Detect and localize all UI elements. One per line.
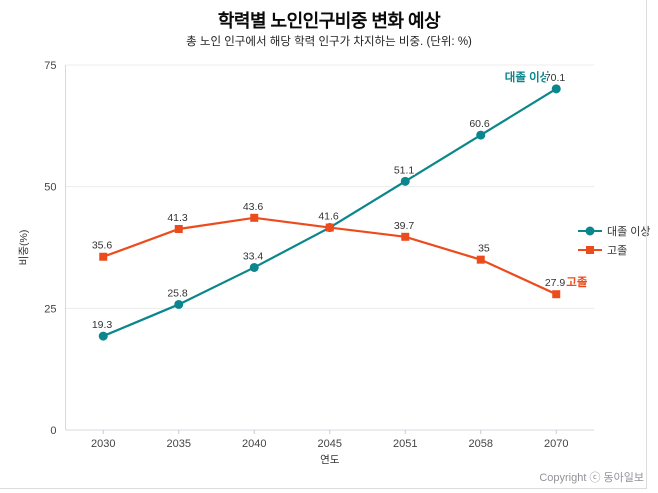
x-tick-label: 2035 bbox=[167, 438, 191, 450]
chart-title: 학력별 노인인구비중 변화 예상 bbox=[217, 11, 441, 31]
y-axis-title: 비중(%) bbox=[18, 230, 30, 266]
data-point-label: 51.1 bbox=[394, 164, 415, 176]
x-tick-label: 2070 bbox=[544, 438, 568, 450]
data-point bbox=[325, 223, 334, 232]
data-point bbox=[401, 232, 410, 241]
data-point bbox=[250, 213, 259, 222]
data-point bbox=[476, 130, 486, 140]
legend-item: 대졸 이상 bbox=[577, 223, 651, 239]
x-tick-label: 2030 bbox=[91, 438, 115, 450]
x-tick-label: 2058 bbox=[469, 438, 493, 450]
x-tick-label: 2045 bbox=[318, 438, 342, 450]
x-tick-label: 2051 bbox=[393, 438, 417, 450]
data-point bbox=[174, 225, 183, 234]
card-bottom-border bbox=[0, 488, 647, 489]
y-tick-label: 0 bbox=[50, 425, 56, 437]
x-tick-label: 2040 bbox=[242, 438, 266, 450]
data-point bbox=[98, 331, 108, 341]
data-point-label: 41.3 bbox=[167, 212, 188, 224]
copyright-text: Copyright ⓒ 동아일보 bbox=[539, 472, 644, 484]
legend-label: 대졸 이상 bbox=[607, 226, 651, 238]
data-point-label: 19.3 bbox=[92, 319, 113, 331]
data-point-label: 39.7 bbox=[394, 220, 415, 232]
data-point bbox=[476, 255, 485, 264]
data-point bbox=[249, 262, 259, 272]
data-point-label: 41.6 bbox=[318, 211, 339, 223]
data-point bbox=[552, 290, 561, 299]
data-point bbox=[551, 84, 561, 94]
data-point bbox=[400, 176, 410, 186]
x-axis-title: 연도 bbox=[320, 454, 340, 466]
series-end-label: 대졸 이상 bbox=[505, 70, 551, 84]
legend-item: 고졸 bbox=[577, 242, 651, 258]
y-tick-label: 25 bbox=[44, 303, 56, 315]
legend-marker-square-icon bbox=[578, 246, 602, 254]
data-point-label: 70.1 bbox=[545, 72, 566, 84]
data-point bbox=[99, 252, 108, 261]
card-right-border bbox=[646, 0, 647, 489]
y-tick-label: 50 bbox=[44, 182, 56, 194]
data-point-label: 25.8 bbox=[167, 287, 188, 299]
data-point-label: 35 bbox=[478, 243, 490, 255]
y-tick-label: 75 bbox=[44, 60, 56, 72]
data-point-label: 60.6 bbox=[469, 118, 490, 130]
data-point-label: 33.4 bbox=[243, 250, 264, 262]
chart-subtitle: 총 노인 인구에서 해당 학력 인구가 차지하는 비중. (단위: %) bbox=[186, 36, 472, 48]
data-point-label: 27.9 bbox=[545, 277, 566, 289]
data-point-label: 43.6 bbox=[243, 201, 264, 213]
legend-marker-circle-icon bbox=[578, 226, 602, 236]
data-point bbox=[174, 299, 184, 309]
legend-label: 고졸 bbox=[607, 245, 628, 257]
data-point-label: 35.6 bbox=[92, 240, 113, 252]
series-end-label: 고졸 bbox=[566, 276, 588, 289]
